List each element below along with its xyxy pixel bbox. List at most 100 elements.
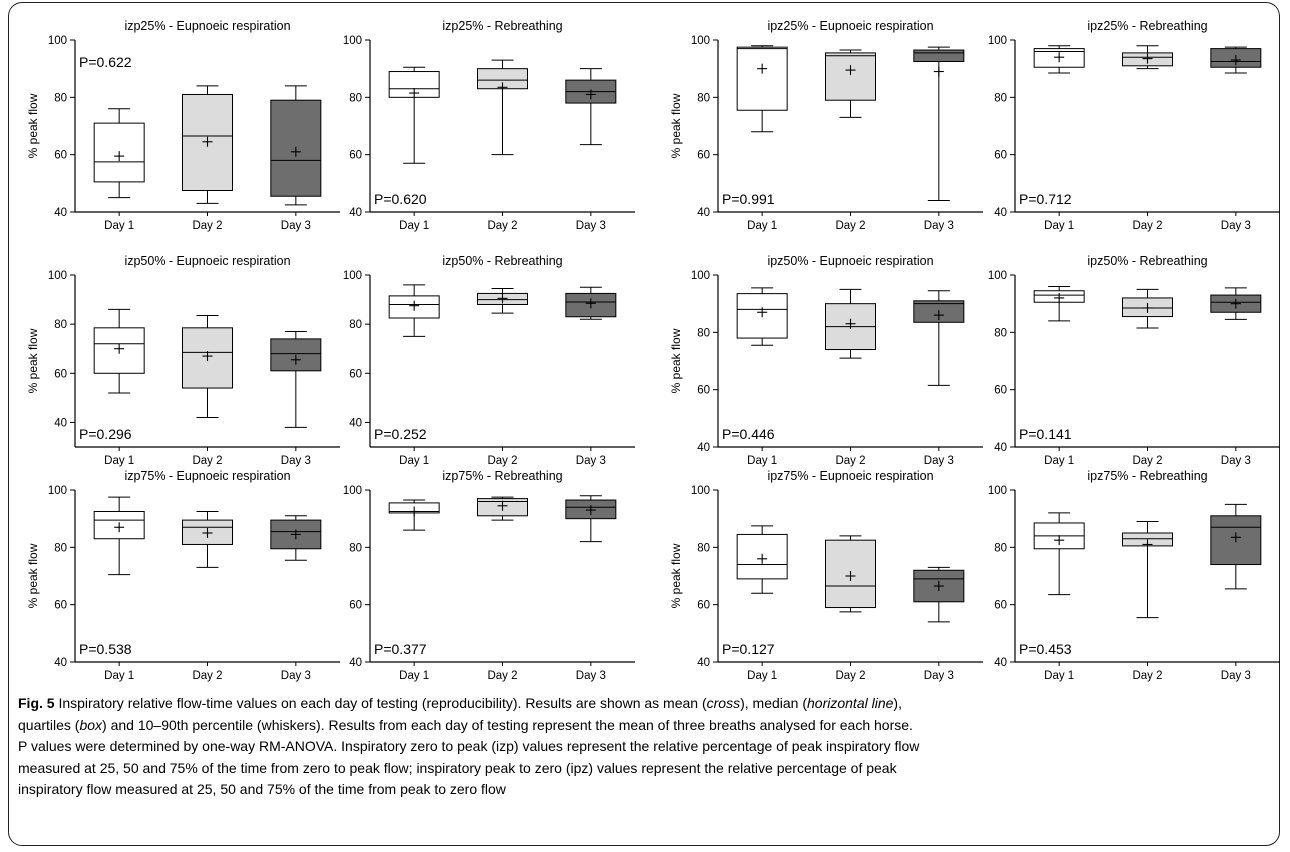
y-tick-label: 100 bbox=[48, 485, 67, 497]
x-tick-label: Day 2 bbox=[835, 670, 865, 682]
x-tick-label: Day 1 bbox=[1044, 670, 1074, 682]
p-value-label: P=0.127 bbox=[722, 641, 775, 657]
chart-title: izp25% - Eupnoeic respiration bbox=[124, 19, 290, 33]
box-day-2: Day 2 bbox=[477, 59, 528, 232]
caption-text: quartiles ( bbox=[18, 716, 80, 733]
box-day-1: Day 1 bbox=[388, 66, 440, 232]
y-tick-label: 40 bbox=[697, 207, 710, 219]
p-value-label: P=0.622 bbox=[79, 54, 132, 70]
box-day-2: Day 2 bbox=[182, 511, 233, 682]
box-day-3: Day 3 bbox=[913, 46, 965, 232]
y-tick-label: 80 bbox=[994, 327, 1007, 339]
x-tick-label: Day 3 bbox=[1221, 670, 1251, 682]
box-day-2: Day 2 bbox=[825, 288, 876, 467]
x-tick-label: Day 3 bbox=[1221, 455, 1251, 467]
box-day-1: Day 1 bbox=[93, 108, 145, 232]
box-day-2: Day 2 bbox=[182, 315, 233, 467]
box-day-1: Day 1 bbox=[93, 308, 145, 467]
caption-term-hline: horizontal line bbox=[807, 695, 894, 711]
x-tick-label: Day 3 bbox=[924, 670, 954, 682]
y-axis-label: % peak flow bbox=[669, 543, 683, 608]
y-tick-label: 60 bbox=[697, 385, 710, 397]
box-plot-grid: izp25% - Eupnoeic respiration 40 60 80 100 % … bbox=[26, 19, 1280, 682]
y-tick-label: 80 bbox=[349, 319, 362, 331]
x-tick-label: Day 3 bbox=[281, 220, 311, 232]
box-day-2: Day 2 bbox=[1122, 521, 1173, 682]
box-day-1: Day 1 bbox=[1033, 45, 1085, 232]
y-tick-label: 60 bbox=[994, 385, 1007, 397]
y-tick-label: 100 bbox=[988, 35, 1007, 47]
y-tick-label: 60 bbox=[349, 368, 362, 380]
y-tick-label: 40 bbox=[994, 207, 1007, 219]
x-tick-label: Day 1 bbox=[104, 220, 134, 232]
y-tick-label: 60 bbox=[349, 150, 362, 162]
y-tick-label: 100 bbox=[691, 35, 710, 47]
x-tick-label: Day 3 bbox=[281, 455, 311, 467]
x-tick-label: Day 1 bbox=[747, 455, 777, 467]
caption-term-box: box bbox=[79, 716, 103, 733]
x-tick-label: Day 3 bbox=[1221, 220, 1251, 232]
box-day-3: Day 3 bbox=[565, 68, 617, 232]
chart-title: ipz25% - Eupnoeic respiration bbox=[767, 19, 933, 33]
box-day-2: Day 2 bbox=[182, 85, 233, 232]
box-day-3: Day 3 bbox=[270, 515, 322, 682]
y-tick-label: 100 bbox=[343, 35, 362, 47]
x-tick-label: Day 1 bbox=[399, 455, 429, 467]
y-tick-label: 60 bbox=[54, 368, 67, 380]
chart-title: izp75% - Rebreathing bbox=[442, 469, 562, 483]
y-tick-label: 100 bbox=[48, 35, 67, 47]
x-tick-label: Day 2 bbox=[192, 455, 222, 467]
quartile-box bbox=[182, 327, 233, 389]
y-axis-label: % peak flow bbox=[26, 328, 40, 393]
chart-panel-12: ipz75% - Rebreathing 40 60 80 100 Day 1 Day 2 D… bbox=[988, 469, 1280, 682]
box-day-3: Day 3 bbox=[1210, 46, 1262, 232]
box-day-1: Day 1 bbox=[736, 525, 788, 682]
p-value-label: P=0.620 bbox=[374, 191, 427, 207]
y-axis-label: % peak flow bbox=[26, 543, 40, 608]
y-tick-label: 60 bbox=[994, 150, 1007, 162]
box-day-1: Day 1 bbox=[1033, 285, 1085, 467]
y-tick-label: 60 bbox=[54, 600, 67, 612]
quartile-box bbox=[736, 46, 788, 111]
y-tick-label: 40 bbox=[994, 657, 1007, 669]
chart-panel-11: ipz75% - Eupnoeic respiration 40 60 80 100 % … bbox=[669, 469, 983, 682]
caption-term-cross: cross bbox=[706, 695, 741, 711]
x-tick-label: Day 1 bbox=[747, 220, 777, 232]
x-tick-label: Day 3 bbox=[924, 455, 954, 467]
chart-title: ipz75% - Eupnoeic respiration bbox=[767, 469, 933, 483]
caption-line-2: quartiles (box) and 10–90th percentile (… bbox=[18, 715, 1268, 737]
x-tick-label: Day 1 bbox=[1044, 455, 1074, 467]
box-day-3: Day 3 bbox=[913, 566, 965, 682]
box-day-3: Day 3 bbox=[1210, 503, 1262, 682]
caption-text: ), median ( bbox=[740, 695, 808, 711]
p-value-label: P=0.446 bbox=[722, 426, 775, 442]
p-value-label: P=0.252 bbox=[374, 426, 427, 442]
chart-title: ipz50% - Eupnoeic respiration bbox=[767, 254, 933, 268]
chart-panel-3: ipz25% - Eupnoeic respiration 40 60 80 100 % … bbox=[669, 19, 983, 232]
x-tick-label: Day 1 bbox=[399, 670, 429, 682]
x-tick-label: Day 1 bbox=[104, 670, 134, 682]
box-day-2: Day 2 bbox=[825, 535, 876, 682]
quartile-box bbox=[913, 49, 965, 62]
caption-line-5: inspiratory flow measured at 25, 50 and … bbox=[18, 781, 506, 797]
x-tick-label: Day 2 bbox=[1132, 455, 1162, 467]
p-value-label: P=0.538 bbox=[79, 641, 132, 657]
x-tick-label: Day 2 bbox=[835, 455, 865, 467]
y-tick-label: 40 bbox=[54, 417, 67, 429]
y-axis-label: % peak flow bbox=[669, 93, 683, 158]
y-tick-label: 80 bbox=[994, 92, 1007, 104]
x-tick-label: Day 2 bbox=[1132, 220, 1162, 232]
x-tick-label: Day 2 bbox=[192, 220, 222, 232]
box-day-3: Day 3 bbox=[270, 85, 322, 232]
x-tick-label: Day 2 bbox=[192, 670, 222, 682]
x-tick-label: Day 2 bbox=[1132, 670, 1162, 682]
x-tick-label: Day 2 bbox=[487, 455, 517, 467]
y-axis-label: % peak flow bbox=[669, 328, 683, 393]
chart-title: izp50% - Rebreathing bbox=[442, 254, 562, 268]
box-day-3: Day 3 bbox=[1210, 287, 1262, 467]
chart-panel-9: izp75% - Eupnoeic respiration 40 60 80 100 % … bbox=[26, 469, 340, 682]
y-tick-label: 100 bbox=[691, 270, 710, 282]
chart-title: ipz25% - Rebreathing bbox=[1087, 19, 1207, 33]
x-tick-label: Day 2 bbox=[487, 670, 517, 682]
x-tick-label: Day 1 bbox=[104, 455, 134, 467]
